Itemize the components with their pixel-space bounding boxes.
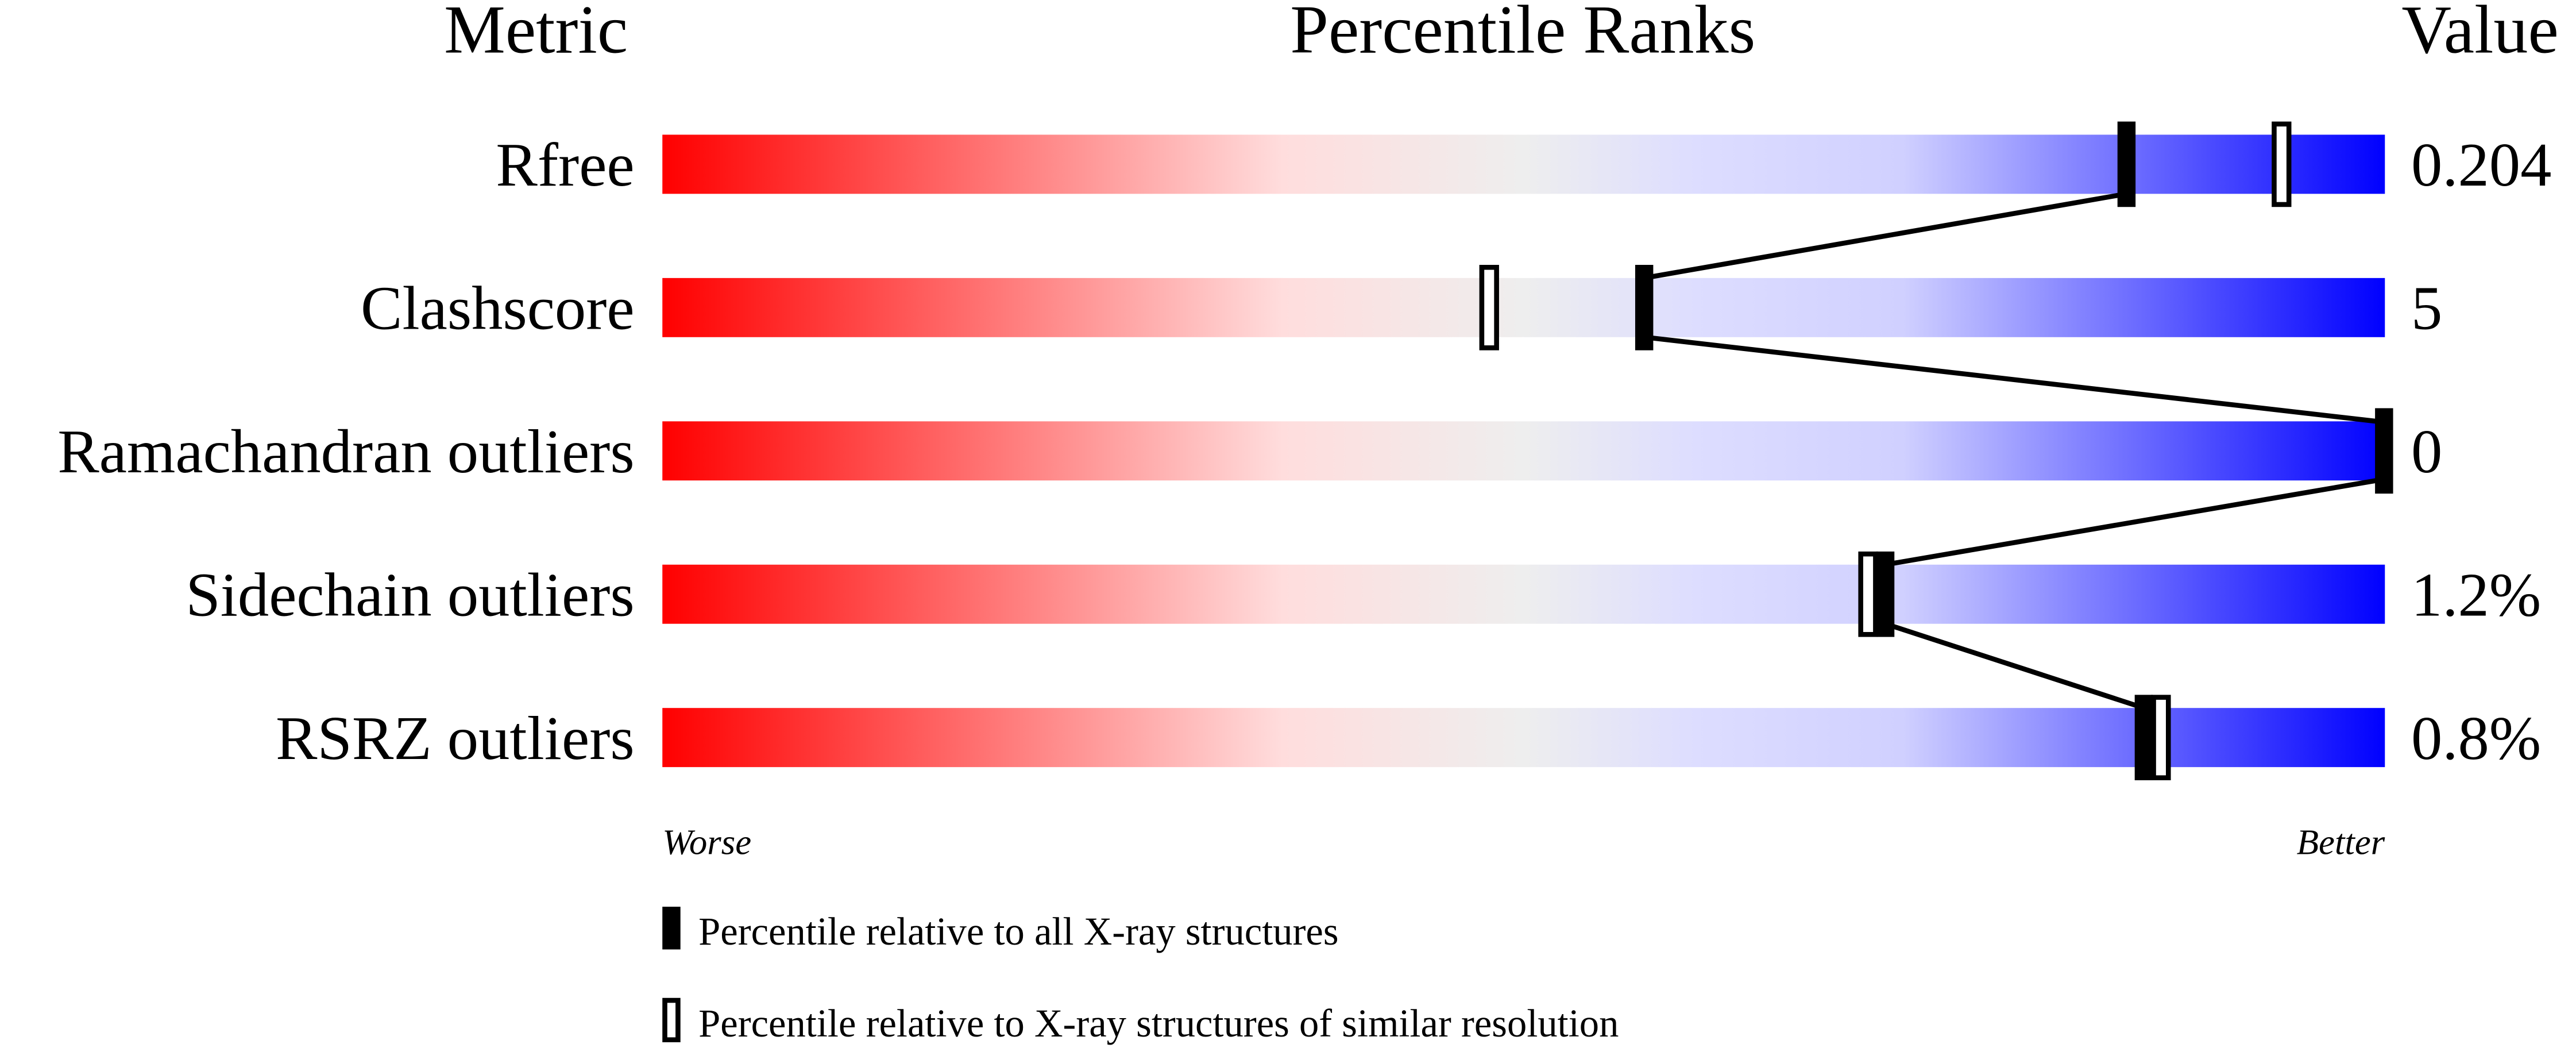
metric-label: Sidechain outliers bbox=[186, 560, 634, 629]
legend-filled-marker bbox=[662, 907, 681, 950]
metric-label: Clashscore bbox=[361, 274, 635, 343]
metric-label: Rfree bbox=[496, 130, 634, 199]
metric-value: 0 bbox=[2411, 417, 2442, 486]
connector-line bbox=[1884, 621, 2145, 711]
similar-resolution-marker bbox=[2151, 695, 2171, 780]
metric-value: 0.204 bbox=[2411, 130, 2551, 199]
header-metric: Metric bbox=[444, 0, 628, 67]
similar-resolution-marker bbox=[1479, 265, 1499, 350]
percentile-bar bbox=[662, 708, 2385, 768]
connector-line bbox=[1884, 478, 2377, 567]
percentile-bar bbox=[662, 134, 2385, 194]
all-structures-marker bbox=[1635, 265, 1654, 350]
header-percentile-ranks: Percentile Ranks bbox=[1290, 0, 1755, 67]
similar-resolution-marker bbox=[1858, 551, 1878, 637]
axis-label-better: Better bbox=[2297, 822, 2385, 862]
similar-resolution-marker bbox=[2272, 121, 2292, 207]
all-structures-marker bbox=[1876, 551, 1895, 637]
all-structures-marker bbox=[2117, 121, 2136, 207]
header-value: Value bbox=[2401, 0, 2558, 67]
percentile-bar bbox=[662, 564, 2385, 624]
legend-open-label: Percentile relative to X-ray structures … bbox=[698, 1001, 1619, 1045]
metric-label: RSRZ outliers bbox=[276, 704, 635, 773]
legend-filled-label: Percentile relative to all X-ray structu… bbox=[698, 910, 1338, 953]
connector-line bbox=[1644, 334, 2377, 424]
connector-line bbox=[1643, 191, 2127, 281]
metric-value: 1.2% bbox=[2411, 560, 2541, 629]
percentile-bar bbox=[662, 421, 2385, 481]
metric-value: 0.8% bbox=[2411, 704, 2541, 773]
metric-value: 5 bbox=[2411, 274, 2442, 343]
all-structures-marker bbox=[2134, 695, 2153, 780]
metric-label: Ramachandran outliers bbox=[57, 417, 634, 486]
percentile-bar bbox=[662, 278, 2385, 337]
legend-open-marker bbox=[662, 997, 681, 1042]
all-structures-marker bbox=[2375, 408, 2393, 494]
axis-label-worse: Worse bbox=[662, 822, 751, 862]
